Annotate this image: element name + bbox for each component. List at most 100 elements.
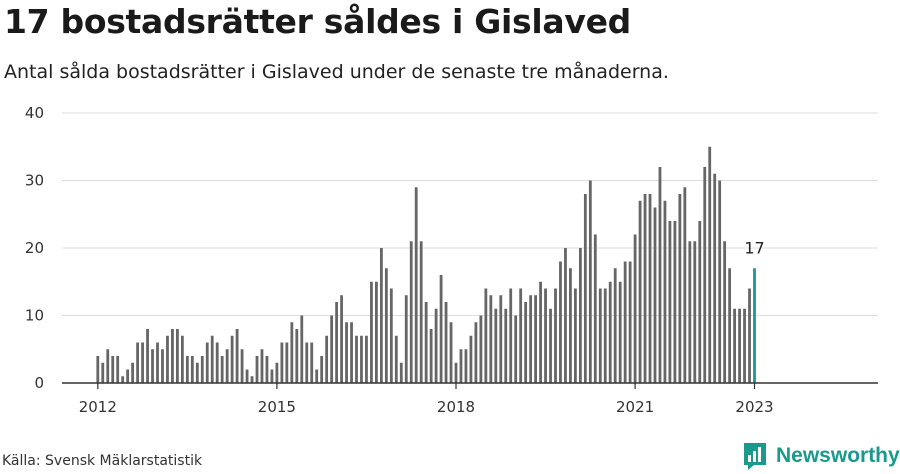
bar bbox=[539, 281, 542, 383]
bar bbox=[384, 268, 388, 383]
bar bbox=[524, 302, 528, 383]
grid-lines bbox=[62, 112, 878, 316]
bar bbox=[121, 376, 125, 383]
bar bbox=[250, 376, 254, 383]
bar bbox=[648, 194, 652, 383]
bar bbox=[738, 308, 741, 383]
bar bbox=[628, 261, 632, 383]
highlight-data-label: 17 bbox=[744, 238, 764, 257]
bar bbox=[370, 281, 373, 383]
y-tick-label: 40 bbox=[25, 104, 44, 122]
bar bbox=[156, 342, 159, 383]
y-tick-label: 20 bbox=[25, 239, 44, 257]
chart-title: 17 bostadsrätter såldes i Gislaved bbox=[4, 2, 631, 41]
bar bbox=[220, 356, 224, 383]
bar-series bbox=[96, 146, 756, 383]
bar bbox=[379, 248, 383, 383]
bar bbox=[404, 295, 408, 383]
bar bbox=[166, 335, 169, 383]
bar bbox=[305, 342, 309, 383]
bar bbox=[260, 349, 264, 383]
bar bbox=[424, 302, 428, 383]
bar bbox=[743, 308, 746, 383]
bar bbox=[494, 308, 498, 383]
bar bbox=[210, 335, 214, 383]
bar bbox=[195, 362, 199, 383]
bar bbox=[240, 349, 244, 383]
bar bbox=[534, 295, 537, 383]
bar bbox=[663, 200, 667, 383]
bar bbox=[489, 295, 493, 383]
bar bbox=[360, 335, 363, 383]
bar bbox=[703, 167, 707, 383]
bar bbox=[449, 322, 453, 383]
bar bbox=[225, 349, 229, 383]
bar bbox=[171, 329, 174, 383]
bar bbox=[469, 335, 473, 383]
bar bbox=[96, 356, 100, 383]
bar bbox=[583, 194, 587, 383]
bar bbox=[389, 288, 393, 383]
bar bbox=[215, 342, 219, 383]
bar bbox=[101, 362, 105, 383]
bar bbox=[340, 295, 343, 383]
x-tick-label: 2012 bbox=[79, 398, 117, 416]
bar bbox=[275, 362, 279, 383]
bar bbox=[350, 322, 353, 383]
bar bbox=[569, 268, 572, 383]
x-tick-label: 2023 bbox=[735, 398, 773, 416]
bar bbox=[429, 329, 433, 383]
bar bbox=[544, 288, 547, 383]
bar bbox=[678, 194, 682, 383]
bar bbox=[554, 288, 557, 383]
newsworthy-bar-icon bbox=[744, 443, 766, 470]
bar bbox=[623, 261, 627, 383]
bar bbox=[643, 194, 647, 383]
bar bbox=[285, 342, 289, 383]
bar bbox=[280, 342, 284, 383]
bar bbox=[325, 335, 329, 383]
bar bbox=[444, 302, 448, 383]
bar bbox=[653, 207, 657, 383]
bar bbox=[474, 322, 478, 383]
bar bbox=[230, 335, 234, 383]
bar bbox=[673, 221, 677, 383]
bar bbox=[320, 356, 324, 383]
bar bbox=[330, 315, 334, 383]
bar bbox=[146, 329, 149, 383]
bar bbox=[593, 234, 597, 383]
bar bbox=[688, 241, 692, 383]
bar bbox=[519, 288, 523, 383]
bar bbox=[718, 180, 722, 383]
bar bbox=[409, 241, 413, 383]
bar bbox=[375, 281, 378, 383]
bar bbox=[658, 167, 662, 383]
bar bbox=[633, 234, 637, 383]
bar bbox=[459, 349, 463, 383]
brand-logo[interactable]: Newsworthy bbox=[742, 441, 900, 471]
bar bbox=[335, 302, 338, 383]
bar bbox=[161, 349, 164, 383]
bar bbox=[578, 248, 582, 383]
brand-name: Newsworthy bbox=[776, 444, 900, 467]
bar bbox=[200, 356, 204, 383]
bar bbox=[499, 295, 503, 383]
bar bbox=[255, 356, 259, 383]
bar bbox=[479, 315, 483, 383]
bar bbox=[683, 187, 687, 383]
bar bbox=[598, 288, 602, 383]
bar bbox=[464, 349, 468, 383]
bar bbox=[588, 180, 592, 383]
bar bbox=[728, 268, 732, 383]
bar bbox=[136, 342, 139, 383]
source-note: Källa: Svensk Mäklarstatistik bbox=[2, 453, 203, 469]
y-tick-label: 10 bbox=[25, 307, 44, 325]
bar bbox=[365, 335, 368, 383]
bar bbox=[180, 335, 184, 383]
bar bbox=[509, 288, 513, 383]
bar bbox=[608, 281, 612, 383]
bar bbox=[106, 349, 110, 383]
bar bbox=[394, 335, 398, 383]
x-tick-label: 2021 bbox=[616, 398, 654, 416]
bar bbox=[414, 187, 418, 383]
